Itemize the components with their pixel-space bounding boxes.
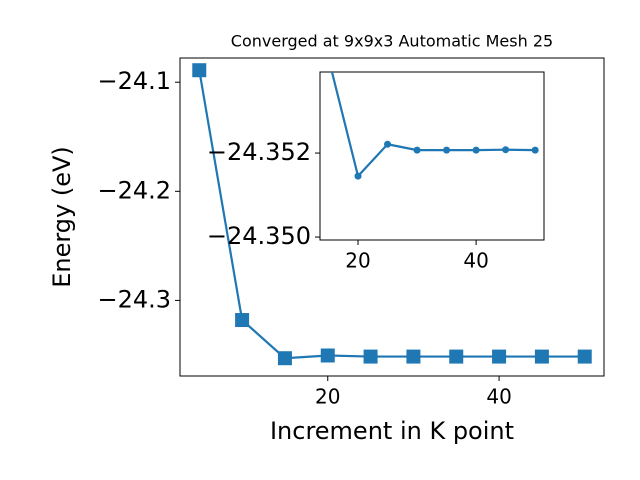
marker: [277, 351, 292, 366]
marker: [384, 140, 392, 148]
marker: [235, 313, 250, 328]
data-line: [330, 72, 536, 179]
x-tick-label: 40: [463, 249, 488, 273]
marker: [443, 146, 451, 154]
marker: [363, 349, 378, 364]
marker: [354, 172, 362, 180]
x-tick-label: 20: [315, 385, 340, 409]
plot-area: [192, 63, 592, 366]
marker: [413, 146, 421, 154]
y-tick-label: −24.3: [97, 285, 171, 313]
x-tick-label: 20: [345, 249, 370, 273]
marker: [192, 63, 207, 78]
y-tick-label: −24.2: [97, 176, 171, 204]
y-tick-label: −24.1: [97, 67, 171, 95]
marker: [531, 146, 539, 154]
marker: [502, 146, 510, 154]
x-tick-label: 40: [486, 385, 511, 409]
marker: [449, 349, 464, 364]
marker: [472, 146, 480, 154]
marker: [577, 349, 592, 364]
axes-frame: [319, 71, 545, 241]
marker: [320, 348, 335, 363]
y-tick-label: −24.350: [207, 222, 311, 250]
plot-area: [330, 72, 539, 180]
marker: [406, 349, 421, 364]
marker: [492, 349, 507, 364]
chart-title: Converged at 9x9x3 Automatic Mesh 25: [231, 32, 553, 51]
y-tick-label: −24.352: [207, 138, 311, 166]
marker: [534, 349, 549, 364]
y-axis-label: Energy (eV): [48, 146, 76, 288]
x-axis-label: Increment in K point: [270, 417, 514, 445]
data-line: [198, 70, 585, 360]
